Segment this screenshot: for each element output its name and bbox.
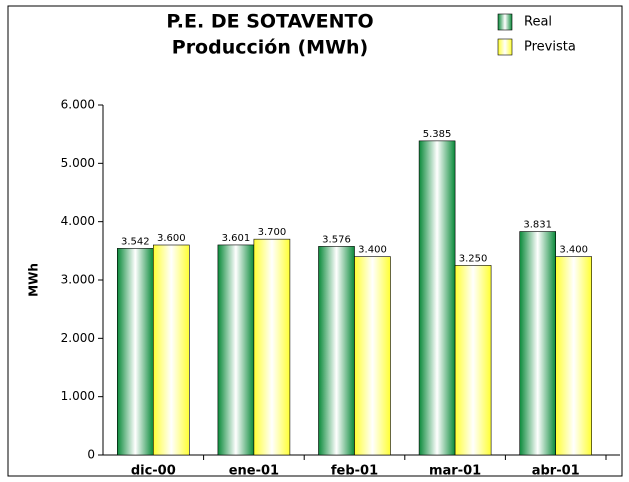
bar — [217, 244, 255, 456]
y-tick-label: 2.000 — [61, 331, 95, 345]
chart-title: P.E. DE SOTAVENTO — [166, 11, 373, 33]
bar — [153, 244, 190, 456]
legend-swatch — [497, 38, 513, 56]
y-tick-label: 1.000 — [61, 389, 95, 403]
frame — [7, 5, 623, 477]
legend-swatch — [497, 13, 513, 31]
value-label: 3.542 — [121, 236, 150, 247]
x-tick-label: ene-01 — [229, 464, 279, 479]
legend-label: Real — [524, 15, 552, 30]
chart-subtitle: Producción (MWh) — [172, 37, 368, 59]
value-label: 5.385 — [423, 129, 452, 140]
value-label: 3.600 — [157, 233, 186, 244]
value-label: 3.601 — [222, 233, 251, 244]
value-label: 3.700 — [258, 227, 287, 238]
y-axis-label: MWh — [27, 263, 41, 297]
x-tick-label: mar-01 — [429, 464, 481, 479]
value-label: 3.576 — [322, 234, 351, 245]
legend-label: Prevista — [524, 40, 576, 55]
bar — [555, 256, 593, 456]
bar — [418, 140, 456, 456]
value-label: 3.400 — [559, 245, 588, 256]
value-label: 3.400 — [358, 245, 387, 256]
bar — [454, 265, 492, 456]
bar — [117, 248, 154, 456]
bar — [519, 231, 557, 456]
bar — [253, 238, 291, 456]
y-tick-label: 0 — [87, 448, 95, 462]
y-tick-label: 6.000 — [61, 98, 95, 112]
bar — [318, 246, 355, 456]
bar — [354, 256, 391, 456]
y-tick-label: 5.000 — [61, 156, 95, 170]
y-tick-label: 3.000 — [61, 273, 95, 287]
value-label: 3.831 — [523, 220, 552, 231]
x-tick-label: feb-01 — [331, 464, 378, 479]
x-tick-label: abr-01 — [532, 464, 580, 479]
value-label: 3.250 — [459, 253, 488, 264]
x-tick-label: dic-00 — [131, 464, 176, 479]
y-tick-label: 4.000 — [61, 214, 95, 228]
